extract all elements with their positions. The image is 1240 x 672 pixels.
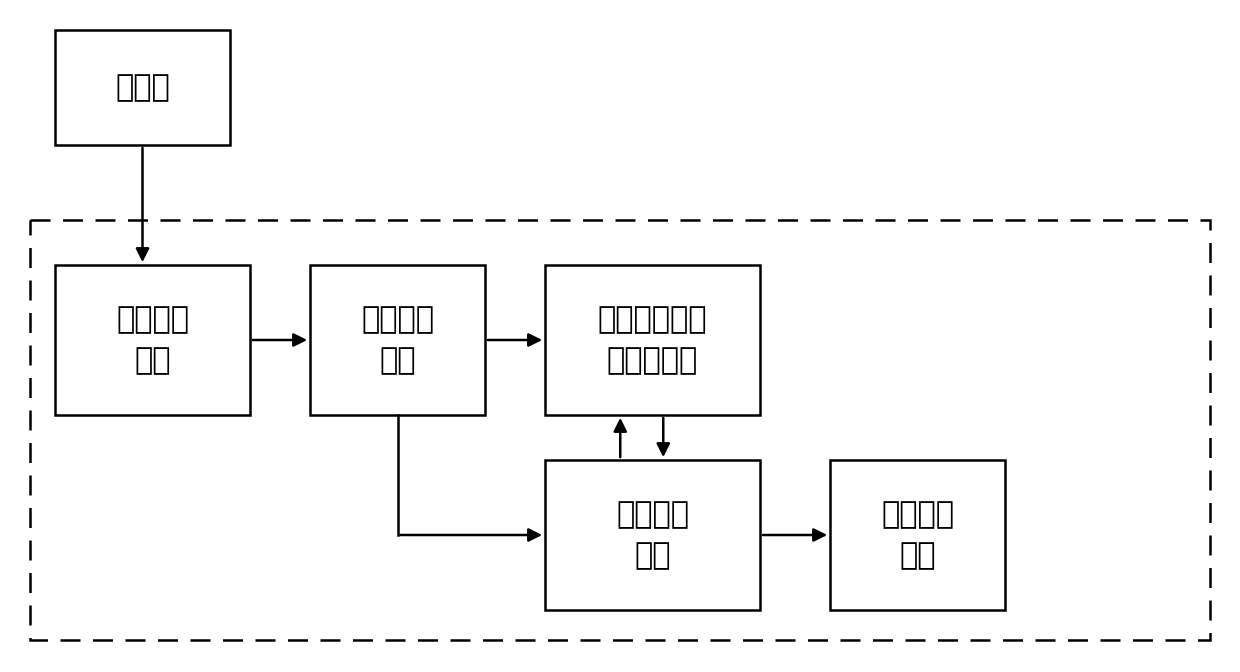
Text: 人脸捕获
模块: 人脸捕获 模块: [361, 305, 434, 375]
Text: 摄像头: 摄像头: [115, 73, 170, 102]
Bar: [55, 30, 229, 145]
Text: 图像采集
模块: 图像采集 模块: [117, 305, 188, 375]
Bar: [310, 265, 485, 415]
Bar: [30, 220, 1210, 640]
Bar: [55, 265, 250, 415]
Text: 人脸跟踪
模块: 人脸跟踪 模块: [880, 500, 954, 570]
Bar: [546, 460, 760, 610]
Text: 特征提取和人
脸注册模块: 特征提取和人 脸注册模块: [598, 305, 707, 375]
Text: 人脸识别
模块: 人脸识别 模块: [616, 500, 689, 570]
Bar: [830, 460, 1004, 610]
Bar: [546, 265, 760, 415]
